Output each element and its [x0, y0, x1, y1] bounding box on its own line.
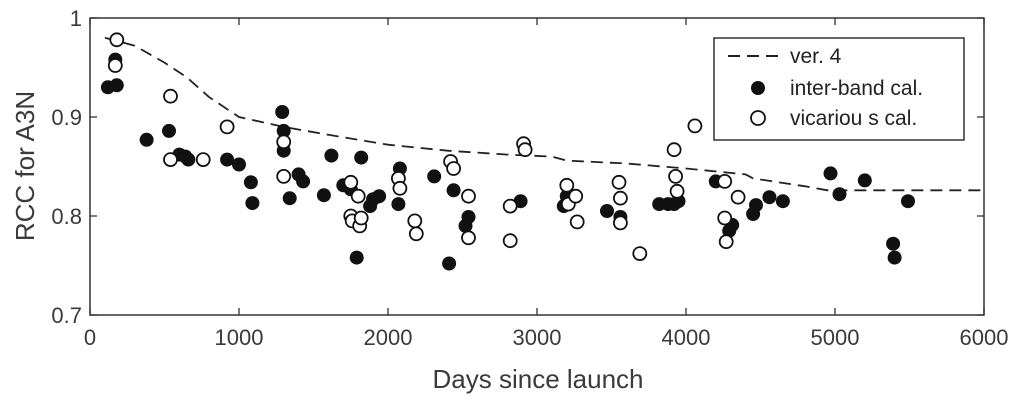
data-point-inter-band — [461, 210, 476, 224]
data-point-vicarious — [407, 213, 423, 229]
data-point-vicarious — [219, 119, 235, 135]
data-point-vicarious — [717, 173, 733, 189]
data-point-vicarious — [107, 58, 123, 73]
data-point-inter-band — [823, 166, 838, 181]
legend-filled-circle-swatch — [751, 81, 765, 95]
data-point-vicarious — [559, 177, 575, 193]
data-point-inter-band — [427, 169, 442, 184]
data-point-inter-band — [220, 152, 235, 167]
legend-label-ver4: ver. 4 — [790, 45, 842, 68]
data-point-inter-band — [775, 194, 790, 209]
series-line-ver4 — [104, 36, 984, 192]
data-point-vicarious — [718, 234, 734, 250]
y-tick-label: 0.9 — [51, 105, 82, 130]
plot-area — [89, 17, 985, 316]
data-point-inter-band — [109, 78, 124, 93]
data-point-inter-band — [296, 174, 311, 189]
data-point-vicarious — [632, 246, 648, 262]
y-axis-label: RCC for A3N — [10, 91, 40, 241]
x-tick-label: 4000 — [662, 325, 711, 350]
data-point-vicarious — [613, 190, 628, 206]
data-point-inter-band — [243, 175, 258, 190]
data-point-vicarious — [517, 142, 533, 158]
data-point-vicarious — [666, 142, 682, 158]
data-point-inter-band — [316, 188, 331, 203]
data-point-vicarious — [109, 32, 125, 48]
legend: ver. 4 inter-band cal. vicariou s cal. — [713, 37, 965, 141]
data-point-inter-band — [139, 132, 154, 147]
data-point-inter-band — [901, 194, 915, 209]
data-point-vicarious — [353, 210, 369, 226]
data-point-inter-band — [446, 183, 461, 198]
data-point-vicarious — [461, 188, 476, 204]
data-point-vicarious — [276, 168, 292, 184]
data-point-inter-band — [887, 250, 902, 265]
x-tick-label: 5000 — [811, 325, 860, 350]
data-point-vicarious — [163, 152, 178, 168]
legend-open-circle-swatch — [750, 110, 766, 126]
data-point-inter-band — [162, 123, 176, 138]
data-point-vicarious — [163, 88, 178, 104]
data-point-inter-band — [762, 190, 777, 205]
data-point-vicarious — [569, 214, 585, 230]
y-tick-label: 0.8 — [51, 204, 82, 229]
legend-label-inter-band: inter-band cal. — [790, 77, 923, 100]
data-point-vicarious — [730, 189, 746, 205]
data-point-vicarious — [668, 168, 683, 184]
data-point-vicarious — [687, 118, 703, 134]
data-point-vicarious — [717, 210, 733, 226]
data-point-inter-band — [832, 187, 847, 202]
data-point-inter-band — [349, 250, 364, 265]
y-tick-label: 1 — [70, 6, 82, 31]
data-point-vicarious — [350, 188, 366, 204]
x-tick-label: 0 — [84, 325, 96, 350]
data-point-inter-band — [442, 256, 457, 271]
x-tick-label: 2000 — [364, 325, 413, 350]
data-point-vicarious — [446, 161, 462, 176]
axis-ticks: 0 1000 2000 3000 4000 5000 6000 0.7 0.8 0.9 1 — [51, 6, 1008, 350]
data-point-inter-band — [282, 191, 297, 206]
data-point-inter-band — [245, 196, 260, 211]
data-point-vicarious — [502, 198, 518, 214]
data-point-vicarious — [392, 180, 408, 196]
data-point-vicarious — [669, 183, 685, 199]
data-point-inter-band — [600, 204, 614, 218]
y-tick-label: 0.7 — [51, 303, 82, 328]
data-point-inter-band — [324, 148, 339, 163]
x-tick-label: 1000 — [215, 325, 264, 350]
data-point-vicarious — [408, 226, 424, 242]
legend-label-vicarious: vicariou s cal. — [790, 107, 917, 130]
data-point-inter-band — [181, 152, 196, 167]
x-axis-label: Days since launch — [433, 364, 644, 394]
data-point-vicarious — [461, 230, 476, 246]
data-point-vicarious — [195, 152, 211, 168]
data-point-inter-band — [749, 198, 763, 213]
data-point-inter-band — [275, 105, 290, 119]
x-tick-label: 3000 — [513, 325, 562, 350]
data-point-inter-band — [857, 173, 872, 188]
data-point-inter-band — [354, 150, 369, 165]
data-point-vicarious — [568, 188, 584, 204]
data-point-vicarious — [343, 174, 359, 190]
data-point-vicarious — [611, 174, 627, 190]
x-tick-label: 6000 — [960, 325, 1009, 350]
data-point-inter-band — [886, 236, 901, 251]
data-point-vicarious — [613, 215, 628, 231]
data-point-inter-band — [232, 157, 246, 172]
data-point-inter-band — [276, 123, 291, 138]
data-point-vicarious — [276, 134, 292, 150]
data-point-inter-band — [372, 189, 387, 204]
data-point-vicarious — [502, 233, 518, 249]
data-point-inter-band — [391, 197, 406, 212]
